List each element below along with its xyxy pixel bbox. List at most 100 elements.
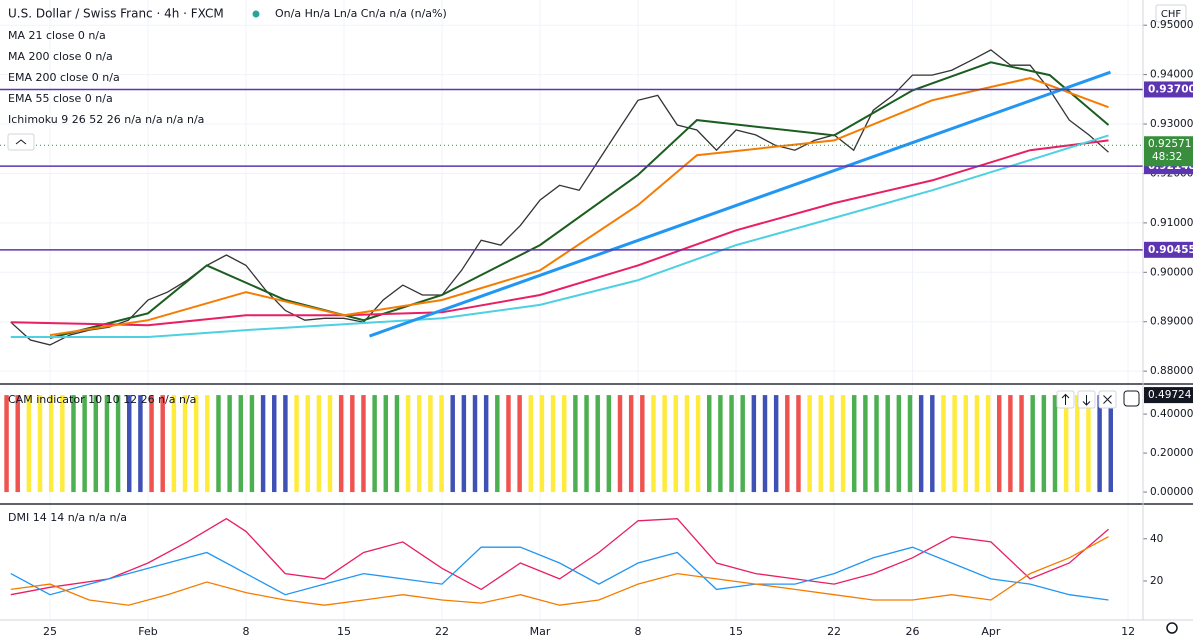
value-label-box xyxy=(1144,387,1193,404)
level-label: 0.90455 xyxy=(1148,244,1193,256)
state-bar xyxy=(996,395,1002,493)
state-bar xyxy=(405,395,411,493)
state-bar xyxy=(37,395,43,493)
state-bar xyxy=(305,395,310,493)
maximize-button[interactable] xyxy=(1123,390,1140,407)
currency-box[interactable] xyxy=(1155,4,1187,23)
indicator-label: Ichimoku 9 26 52 26 n/a n/a n/a n/a xyxy=(8,113,204,126)
level-label: 0.93700 xyxy=(1148,83,1193,95)
state-bar xyxy=(15,395,20,493)
state-bar xyxy=(104,395,110,493)
state-bar xyxy=(863,395,868,493)
state-bar xyxy=(483,395,489,493)
y-tick-label: 0.94000 xyxy=(1150,69,1193,81)
state-bar xyxy=(26,395,32,493)
state-bar xyxy=(673,395,679,493)
state-bar xyxy=(707,395,712,493)
state-bar xyxy=(82,395,87,493)
state-bar xyxy=(472,395,478,493)
state-bar xyxy=(149,395,154,493)
state-bar xyxy=(729,395,734,493)
state-bar xyxy=(227,395,232,493)
state-bar xyxy=(1086,395,1091,493)
state-bar xyxy=(182,395,188,493)
grid xyxy=(0,0,1147,620)
level-label-box xyxy=(1144,241,1193,258)
indicator-line xyxy=(10,134,1109,338)
last-price-box xyxy=(1144,136,1193,167)
y-tick-label: 0.88000 xyxy=(1150,365,1193,377)
status-dot xyxy=(252,10,260,18)
labels: U.S. Dollar / Swiss Franc · 4h · FXCM On… xyxy=(7,4,1193,638)
state-bar xyxy=(740,395,745,493)
state-bar xyxy=(885,395,890,493)
state-bar xyxy=(316,395,322,493)
state-bar xyxy=(238,395,244,493)
state-bar xyxy=(963,395,968,493)
state-bar xyxy=(1041,395,1047,493)
indicator-line xyxy=(10,517,1109,596)
ohlc-label: On/a Hn/a Ln/a Cn/a n/a (n/a%) xyxy=(275,7,447,20)
x-tick-label: 22 xyxy=(435,625,449,638)
indicator-line xyxy=(49,61,1110,339)
state-bar xyxy=(171,395,177,493)
state-bar xyxy=(651,395,656,493)
x-tick-label: 25 xyxy=(43,625,57,638)
state-bar xyxy=(941,395,946,493)
legend-entry: EMA 55 close 0 n/a xyxy=(8,92,113,105)
state-bar xyxy=(193,395,199,493)
state-bar xyxy=(461,395,467,493)
state-bar xyxy=(127,395,132,493)
state-bar xyxy=(417,395,422,493)
level-label-box xyxy=(1144,81,1193,98)
state-bar xyxy=(350,395,355,493)
state-bar xyxy=(874,395,879,493)
state-bar xyxy=(952,395,957,493)
state-bar xyxy=(517,395,522,493)
state-bar xyxy=(495,395,500,493)
state-bar xyxy=(327,395,333,493)
state-bar xyxy=(595,395,600,493)
state-bar xyxy=(1108,395,1113,493)
y-tick-label: 0.40000 xyxy=(1150,408,1193,420)
state-bar xyxy=(361,395,366,493)
y-tick-label: 40 xyxy=(1150,533,1163,545)
state-bar xyxy=(1030,395,1035,493)
state-bar xyxy=(550,395,556,493)
indicator-line xyxy=(10,536,1109,606)
state-bar xyxy=(1063,395,1069,493)
state-bar xyxy=(807,395,812,493)
state-bar xyxy=(205,395,210,493)
state-bar xyxy=(48,395,54,493)
value-label: 0.49724 xyxy=(1148,389,1192,401)
indicator-line xyxy=(10,546,1109,601)
state-bar xyxy=(907,395,913,493)
y-tick-label: 0.93000 xyxy=(1150,118,1193,130)
state-bar xyxy=(528,395,534,493)
state-bar xyxy=(852,395,857,493)
x-tick-label: 15 xyxy=(337,625,351,638)
settings-button[interactable] xyxy=(1166,622,1178,634)
state-bar xyxy=(138,395,143,493)
y-tick-label: 0.90000 xyxy=(1150,266,1193,278)
x-tick-label: Feb xyxy=(138,625,157,638)
state-bar xyxy=(918,395,924,493)
state-bar xyxy=(394,395,400,493)
state-bar xyxy=(249,395,255,493)
collapse-button[interactable] xyxy=(7,133,35,151)
icon xyxy=(1103,395,1112,404)
legend-entry: MA 21 close 0 n/a xyxy=(8,29,106,42)
state-bar xyxy=(562,395,567,493)
currency-label: CHF xyxy=(1161,9,1182,20)
state-bar xyxy=(60,395,65,493)
icon xyxy=(1061,393,1070,405)
pane-title: DMI 14 14 n/a n/a n/a xyxy=(8,511,127,524)
state-bar xyxy=(1075,395,1080,493)
x-tick-label: 8 xyxy=(243,625,250,638)
x-tick-label: Mar xyxy=(530,625,551,638)
state-bar xyxy=(160,395,165,493)
state-bar xyxy=(1019,395,1024,493)
y-tick-label: 0.20000 xyxy=(1150,447,1193,459)
state-bar xyxy=(439,395,444,493)
